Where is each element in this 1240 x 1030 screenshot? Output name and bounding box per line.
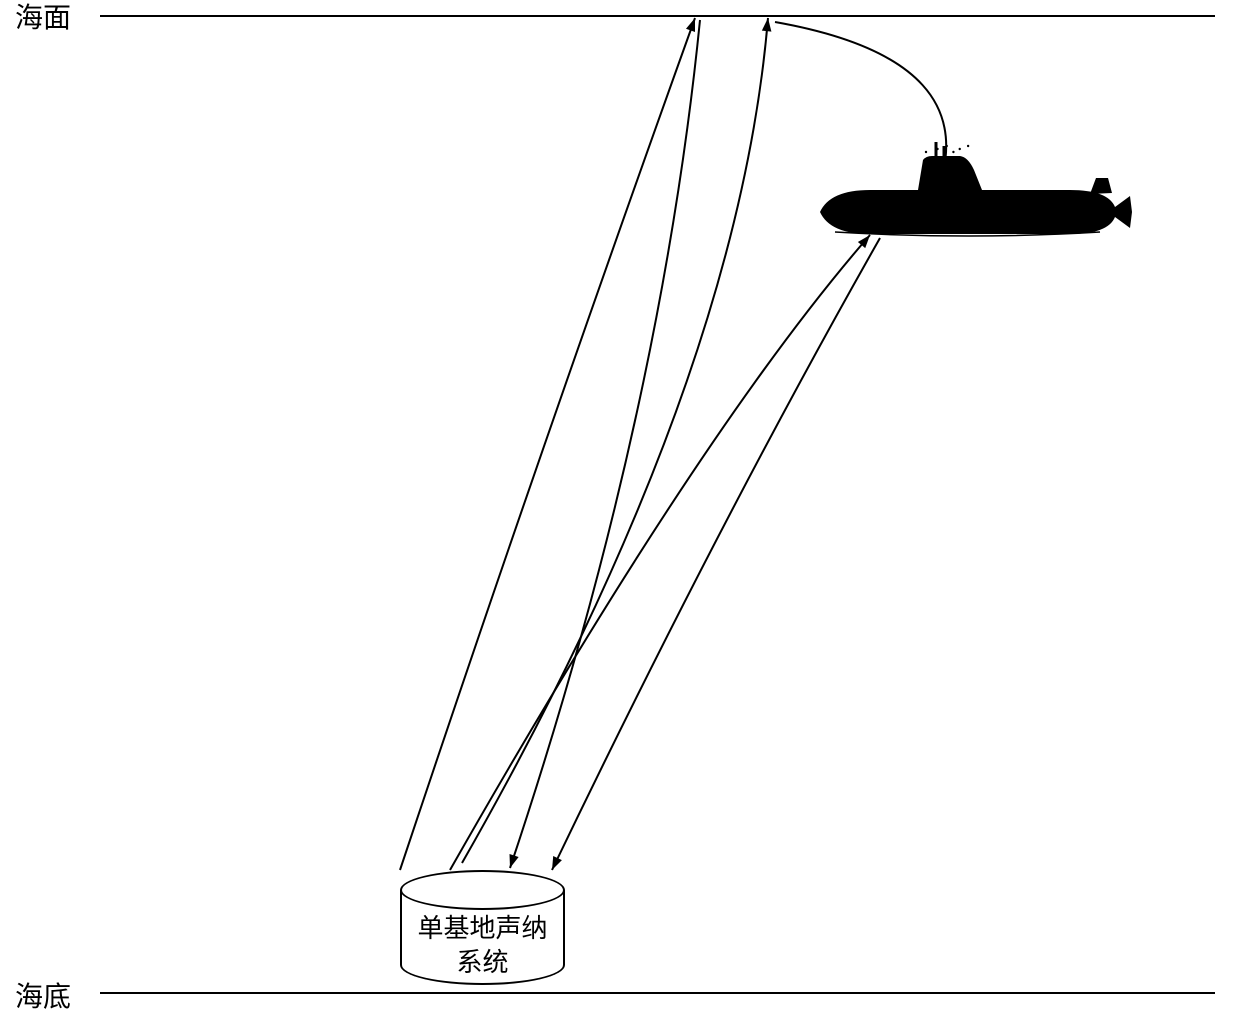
sonar-label: 单基地声纳 系统 [400, 912, 565, 980]
sea-surface-label: 海面 [15, 0, 71, 36]
sea-floor-line [100, 992, 1215, 994]
sound-paths [400, 18, 946, 870]
sound-path-path2-up [450, 235, 870, 870]
sound-path-path1-down [510, 20, 700, 868]
diagram-container: 海面 海底 单基地声纳 系统 [0, 0, 1240, 1030]
sea-floor-label: 海底 [15, 975, 71, 1015]
submarine-icon [820, 142, 1132, 236]
arrowhead-path1-up [686, 18, 695, 32]
sound-path-path3-down [775, 22, 946, 198]
arrowhead-path3-down [935, 184, 945, 198]
sound-path-path3-up [462, 18, 768, 863]
sonar-top-ellipse [400, 870, 565, 910]
arrowhead-path1-down [509, 854, 518, 868]
sea-surface-line [100, 15, 1215, 17]
sound-path-path2-down [552, 238, 880, 870]
paths-layer [0, 0, 1240, 1030]
sound-path-path1-up [400, 18, 695, 870]
arrowhead-path2-down [552, 856, 562, 870]
sonar-system: 单基地声纳 系统 [400, 870, 565, 985]
arrowhead-path3-up [762, 18, 772, 32]
arrowhead-path2-up [858, 235, 870, 248]
